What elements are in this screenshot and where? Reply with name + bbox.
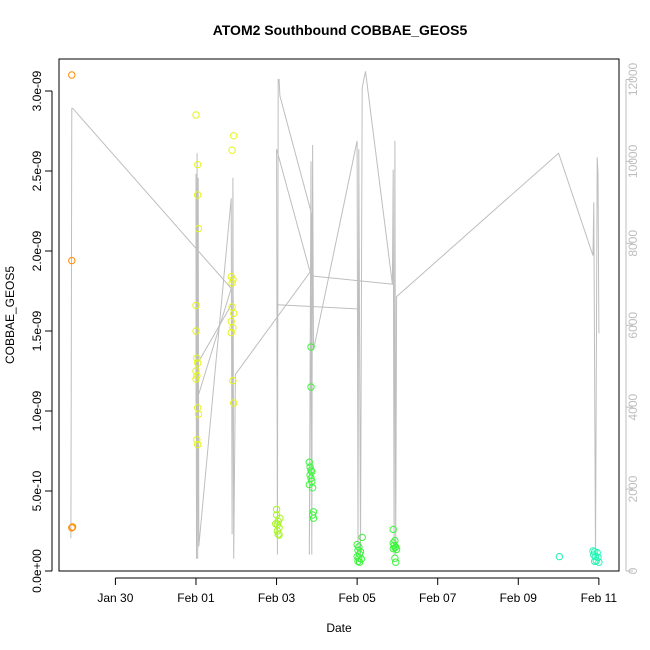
y-tick-label: 5.0e-10 [30,470,44,511]
data-point [193,436,201,444]
data-point [389,544,397,553]
data-point [194,224,203,233]
x-tick-label: Feb 01 [177,591,215,605]
data-point [192,111,200,119]
data-point [273,527,282,535]
data-point [306,463,314,471]
y-tick-label: 2.0e-09 [30,230,44,271]
data-point [309,514,318,522]
x-tick-label: Feb 09 [500,591,538,605]
y2-tick-label: 12000 [626,62,640,96]
altitude-line [70,71,600,559]
data-point [391,554,399,562]
data-point [194,191,202,199]
data-point [275,531,283,539]
data-point [355,550,364,558]
data-point [305,458,313,466]
data-point [308,511,317,519]
data-point [355,543,363,551]
data-point [274,530,282,538]
data-point [230,309,238,318]
y2-tick-label: 6000 [626,312,640,339]
plot-frame [58,58,620,572]
data-point [555,552,564,561]
chart-title: ATOM2 Southbound COBBAE_GEOS5 [213,22,468,38]
altitude-segment [277,304,358,310]
y-tick-label: 0.0e+00 [30,549,44,593]
data-point [192,327,200,335]
data-point [228,279,236,287]
data-point [355,558,364,566]
y-tick-label: 1.5e-09 [30,310,44,351]
data-point [194,359,202,367]
x-tick-label: Feb 03 [258,591,296,605]
y2-tick-label: 2000 [626,475,640,502]
data-point [192,301,200,310]
x-tick-label: Feb 05 [338,591,376,605]
y-tick-label: 3.0e-09 [30,70,44,111]
data-point [194,160,202,169]
data-point [194,440,202,449]
x-tick-label: Feb 11 [581,591,618,605]
points-layer [68,71,603,566]
data-point [272,505,281,514]
x-tick-label: Feb 07 [419,591,457,605]
y-tick-label: 2.5e-09 [30,150,44,191]
data-point [230,399,238,407]
data-point [193,372,201,380]
data-point [307,383,315,391]
data-point [591,557,599,566]
y2-axis: 0 2000 4000 6000 8000 10000 12000 [625,62,640,574]
data-point [229,324,237,332]
y-tick-label: 1.0e-09 [30,390,44,431]
data-point [307,343,315,351]
data-point [392,545,401,554]
y-axis-label: COBBAE_GEOS5 [3,266,17,364]
x-axis-label: Date [326,621,352,635]
altitude-line-layer [70,71,600,559]
data-point [358,533,366,542]
y2-tick-label: 8000 [626,230,640,257]
y2-tick-label: 10000 [626,144,640,178]
data-point [68,71,76,79]
data-point [229,276,237,284]
data-point [68,524,76,532]
data-point [194,410,203,418]
data-point [389,525,397,534]
x-axis: Jan 30 Feb 01 Feb 03 Feb 05 Feb 07 Feb 09 Feb … [97,577,618,605]
data-point [392,558,400,566]
data-point [230,132,238,140]
x-tick-label: Jan 30 [97,591,133,605]
data-point [228,146,236,154]
data-point [192,375,200,383]
y2-tick-label: 4000 [626,393,640,420]
data-point [229,376,237,385]
data-point [595,558,603,566]
altitude-segment [195,300,235,367]
data-point [193,354,201,362]
data-point [227,328,235,337]
altitude-segment [313,275,394,285]
data-point [308,484,317,492]
data-point [192,367,200,375]
y-axis: 0.0e+00 5.0e-10 1.0e-09 1.5e-09 2.0e-09 2.5e-… [30,70,53,593]
y2-tick-label: 0 [626,567,640,574]
data-point [68,256,76,265]
data-point [68,523,77,531]
